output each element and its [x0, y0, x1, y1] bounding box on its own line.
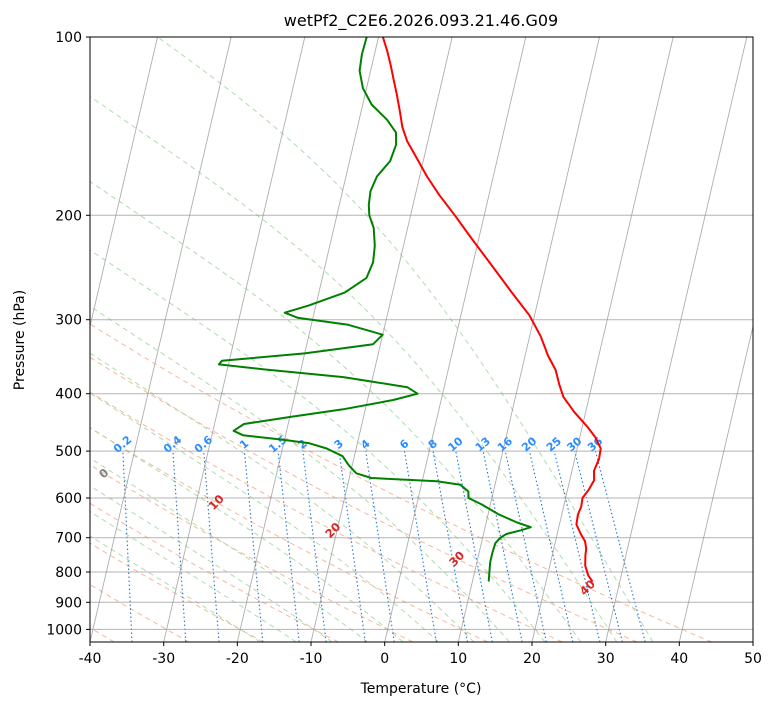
isobars: [90, 37, 753, 630]
y-tick-label: 100: [55, 30, 82, 46]
moist-adiabat: [90, 305, 510, 642]
moist-adiabat: [157, 37, 654, 642]
isotherm: [310, 37, 453, 642]
isotherm: [384, 37, 527, 642]
x-tick-label: -30: [152, 651, 175, 667]
y-tick-label: 1000: [46, 622, 82, 638]
y-axis-ticks: 100 200 300 400 500 600 700 800 900 1000: [46, 30, 90, 638]
dry-adiabat: [90, 356, 638, 642]
plot-area: [90, 37, 753, 642]
isotherm: [90, 37, 232, 642]
isotherm: [90, 37, 158, 329]
x-tick-label: 10: [449, 651, 467, 667]
moist-adiabat: [90, 249, 546, 642]
dry-adiabats: [90, 323, 712, 642]
x-tick-label: -20: [226, 651, 249, 667]
y-tick-label: 600: [55, 491, 82, 507]
sounding-series: [217, 37, 602, 583]
mixing-ratio-line: [528, 450, 574, 642]
plot-content: -100-90-80-70-60-50-40-30-20-10010203040…: [90, 37, 753, 642]
moist-adiabats: [90, 37, 654, 642]
moist-adiabat: [90, 457, 368, 642]
isotherm: [605, 37, 748, 642]
x-tick-label: -10: [300, 651, 323, 667]
chart-title: wetPf2_C2E6.2026.093.21.46.G09: [284, 11, 558, 31]
mixing-ratio-lines: [122, 450, 646, 642]
mixing-ratio-line: [594, 450, 646, 642]
moist-adiabat: [90, 426, 404, 642]
plot-frame: [89, 36, 754, 643]
temperature-line: [381, 37, 602, 583]
x-axis-ticks: -40 -30 -20 -10 0 10 20 30 40 50: [79, 642, 762, 667]
y-axis-label: Pressure (hPa): [12, 290, 28, 390]
y-tick-label: 200: [55, 208, 82, 224]
mixing-ratio-line: [365, 451, 395, 642]
isotherm: [678, 324, 753, 642]
y-tick-label: 500: [55, 444, 82, 460]
dry-adiabat: [90, 323, 712, 642]
x-tick-label: 50: [744, 651, 762, 667]
mixing-ratio-line: [277, 451, 300, 642]
y-tick-label: 700: [55, 531, 82, 547]
x-tick-label: 40: [670, 651, 688, 667]
y-tick-label: 400: [55, 387, 82, 403]
y-tick-label: 800: [55, 565, 82, 581]
isotherms: [90, 37, 753, 642]
y-tick-label: 900: [55, 595, 82, 611]
mixing-ratio-line: [302, 451, 327, 642]
mixing-ratio-line: [574, 450, 623, 642]
mixing-ratio-line: [482, 450, 523, 642]
moist-adiabat: [90, 485, 333, 642]
x-axis-label: Temperature (°C): [360, 681, 482, 697]
mixing-ratio-line: [432, 451, 469, 642]
x-tick-label: 20: [523, 651, 541, 667]
moist-adiabat: [90, 392, 439, 642]
x-tick-label: 30: [597, 651, 615, 667]
mixing-ratio-line: [455, 450, 493, 642]
mixing-ratio-line: [338, 451, 366, 642]
isotherm: [163, 37, 306, 642]
mixing-ratio-line: [403, 451, 437, 642]
dry-adiabat: [90, 502, 339, 642]
isotherm: [236, 37, 379, 642]
mixing-ratio-line: [553, 450, 601, 642]
isotherm: [531, 37, 674, 642]
x-tick-label: -40: [79, 651, 102, 667]
y-tick-label: 300: [55, 313, 82, 329]
dry-adiabat: [90, 464, 414, 642]
dewpoint-line: [217, 37, 532, 582]
isotherm: [457, 37, 600, 642]
x-tick-label: 0: [380, 651, 389, 667]
